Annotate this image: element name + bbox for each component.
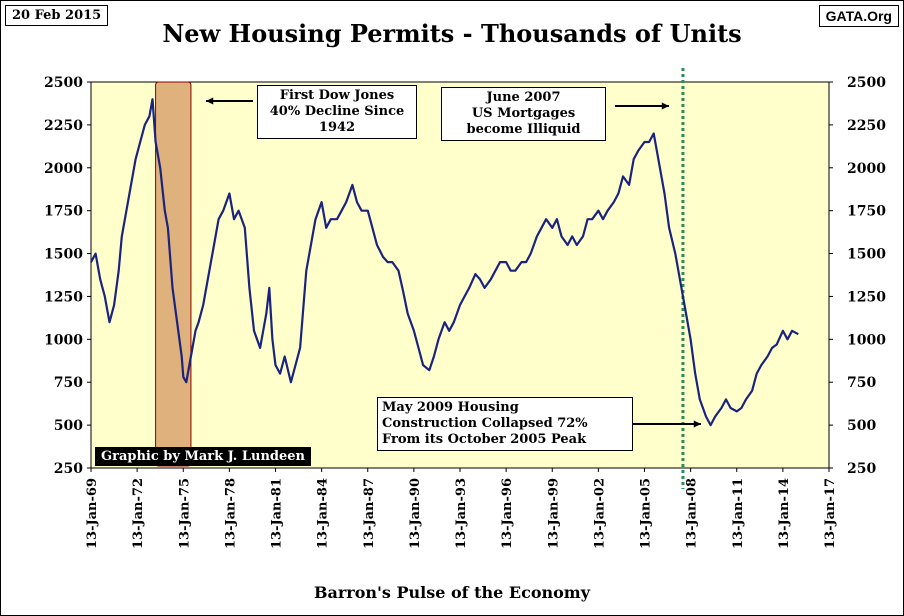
x-tick-label: 13-Jan-99 [546,478,561,549]
annotation-dow-decline: First Dow Jones 40% Decline Since 1942 [257,85,417,139]
x-tick-label: 13-Jan-81 [270,478,285,549]
y-tick-label-left: 250 [54,461,83,477]
y-tick-label-right: 2000 [847,161,886,177]
arrow-head [206,97,214,105]
annotation-line: First Dow Jones [279,88,395,103]
x-tick-label: 13-Jan-17 [823,478,838,549]
annotation-line: become Illiquid [466,122,581,137]
y-tick-label-left: 2000 [44,161,83,177]
annotation-line: 1942 [318,120,356,135]
chart-title: New Housing Permits - Thousands of Units [162,19,742,48]
source-label: GATA.Org [818,5,899,27]
y-tick-label-left: 2500 [44,75,83,91]
y-tick-label-left: 1250 [44,289,83,305]
footer-label: Barron's Pulse of the Economy [313,583,591,602]
y-tick-label-left: 1500 [44,247,83,263]
arrow-dow-decline [206,97,253,105]
annotation-line: Construction Collapsed 72% [382,416,588,431]
x-tick-label: 13-Jan-84 [316,478,331,549]
date-label: 20 Feb 2015 [5,5,109,26]
x-tick-label: 13-Jan-96 [500,478,515,549]
x-tick-label: 13-Jan-11 [731,478,746,549]
y-tick-label-right: 1500 [847,247,886,263]
shaded-period [155,81,192,467]
y-tick-label-right: 750 [847,375,876,391]
x-tick-label: 13-Jan-14 [777,478,792,549]
y-tick-label-right: 1250 [847,289,886,305]
x-tick-label: 13-Jan-08 [685,478,700,549]
y-tick-label-right: 250 [847,461,876,477]
annotation-june-2007: June 2007 US Mortgages become Illiquid [441,87,606,141]
y-tick-label-left: 500 [54,418,83,434]
credit-label: Graphic by Mark J. Lundeen [95,447,311,466]
x-tick-label: 13-Jan-75 [177,478,192,549]
annotation-line: From its October 2005 Peak [382,432,587,447]
y-tick-label-left: 2250 [44,118,83,134]
x-tick-label: 13-Jan-93 [454,478,469,549]
annotation-line: May 2009 Housing [382,400,519,415]
x-tick-label: 13-Jan-05 [639,478,654,549]
annotation-line: US Mortgages [471,106,576,121]
y-tick-label-left: 750 [54,375,83,391]
series-line [90,98,799,427]
y-tick-label-left: 1750 [44,204,83,220]
annotation-line: June 2007 [486,90,561,105]
arrow-may-2009 [625,420,701,428]
x-tick-label: 13-Jan-90 [408,478,423,549]
arrow-head [693,420,701,428]
arrow-head [661,102,669,110]
x-tick-label: 13-Jan-02 [592,478,607,549]
arrow-june-2007 [615,102,669,110]
y-tick-label-right: 500 [847,418,876,434]
y-tick-label-right: 2500 [847,75,886,91]
y-tick-label-right: 1000 [847,332,886,348]
annotation-may-2009: May 2009 Housing Construction Collapsed … [377,397,633,451]
x-tick-label: 13-Jan-87 [362,478,377,549]
x-tick-label: 13-Jan-69 [85,478,100,549]
y-tick-label-right: 1750 [847,204,886,220]
y-tick-label-left: 1000 [44,332,83,348]
annotation-line: 40% Decline Since [269,104,405,119]
y-tick-label-right: 2250 [847,118,886,134]
x-tick-label: 13-Jan-72 [131,478,146,549]
x-tick-label: 13-Jan-78 [223,478,238,549]
